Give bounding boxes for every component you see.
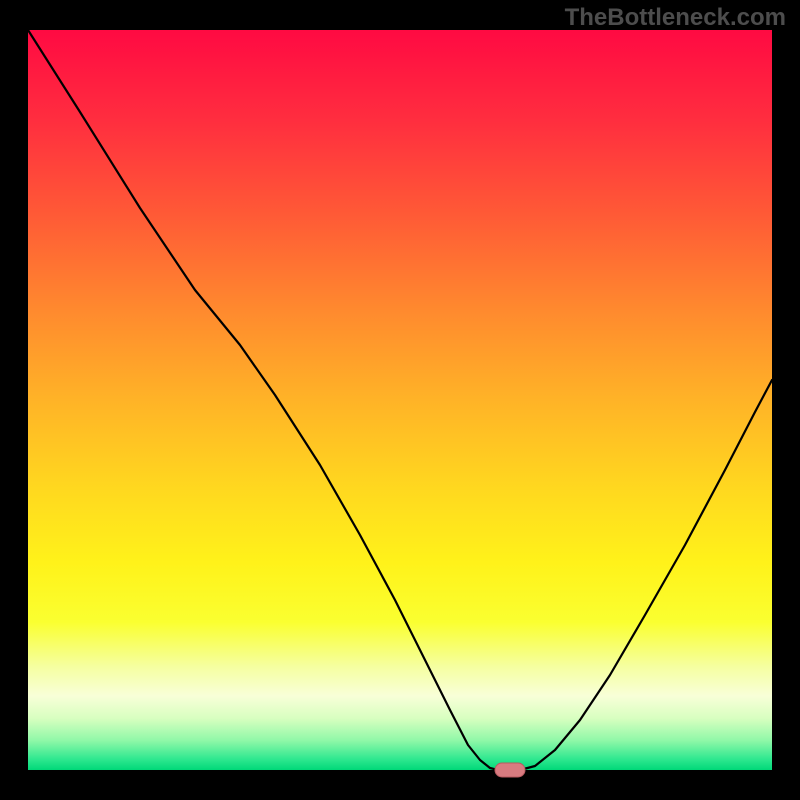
plot-background (28, 30, 772, 770)
bottleneck-chart (0, 0, 800, 800)
chart-container: TheBottleneck.com (0, 0, 800, 800)
optimal-point-marker (495, 763, 525, 777)
watermark-text: TheBottleneck.com (565, 4, 786, 32)
